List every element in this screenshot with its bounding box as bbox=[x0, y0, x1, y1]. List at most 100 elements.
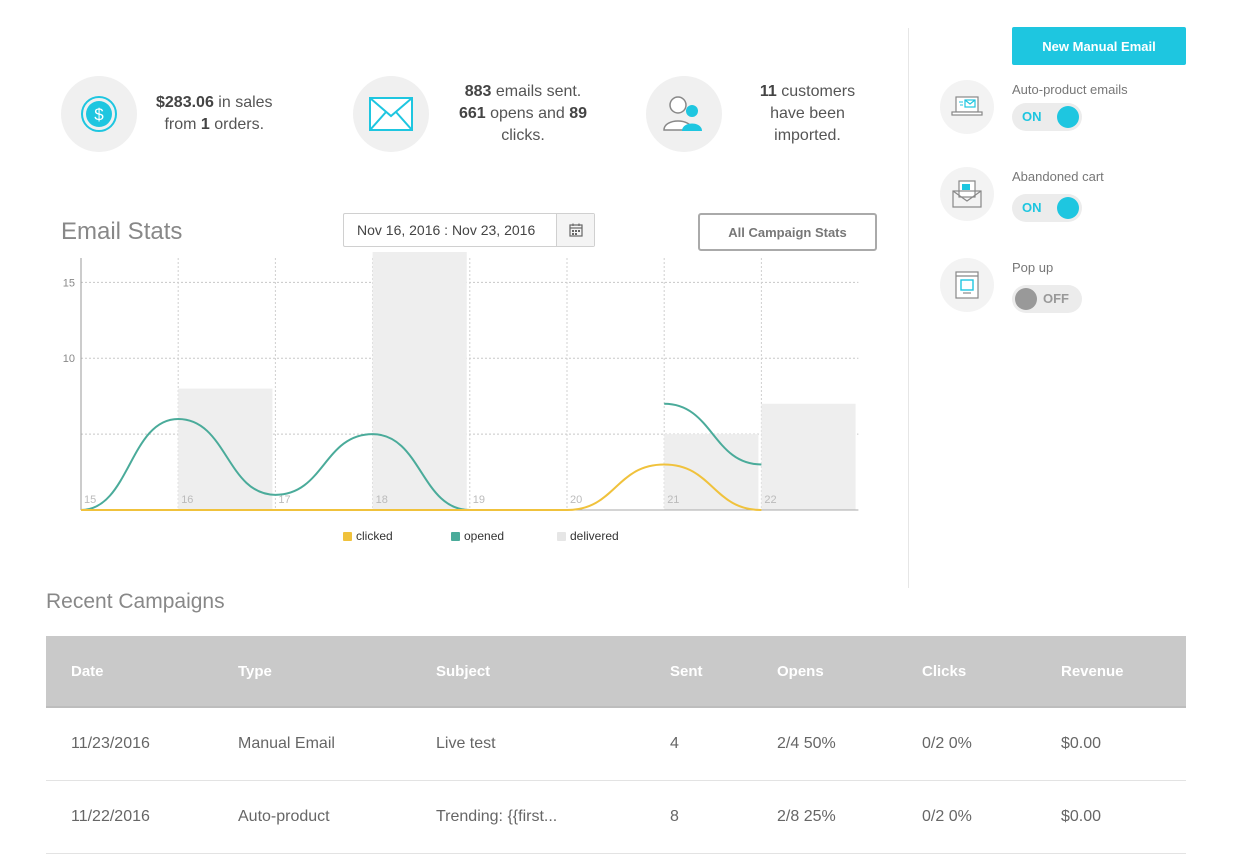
toggle-state: ON bbox=[1022, 109, 1042, 124]
sales-text: $283.06 in sales from 1 orders. bbox=[156, 92, 273, 136]
svg-text:$: $ bbox=[94, 105, 104, 124]
legend-clicked-swatch bbox=[343, 531, 352, 541]
dollar-icon-circle: $ bbox=[61, 76, 137, 152]
x-tick-label: 21 bbox=[667, 494, 679, 506]
clicks-count: 89 bbox=[569, 105, 588, 122]
toggle-knob bbox=[1057, 197, 1079, 219]
cell-revenue: $0.00 bbox=[1061, 735, 1102, 752]
cell-date: 11/23/2016 bbox=[71, 735, 150, 752]
emails-sent-label: emails sent. bbox=[491, 83, 582, 100]
x-tick-label: 19 bbox=[473, 494, 485, 506]
email-stats-chart: 10 15 15 16 17 18 19 20 21 22 bbox=[63, 252, 859, 512]
toggle-state: OFF bbox=[1043, 291, 1069, 306]
table-row[interactable]: 11/23/2016 Manual Email Live test 4 2/4 … bbox=[46, 708, 1186, 781]
cell-revenue: $0.00 bbox=[1061, 808, 1102, 825]
sales-label: in sales bbox=[213, 94, 273, 111]
cell-subject[interactable]: Live test bbox=[436, 735, 496, 752]
abandoned-cart-toggle[interactable]: ON bbox=[1012, 194, 1082, 222]
date-range-text[interactable]: Nov 16, 2016 : Nov 23, 2016 bbox=[357, 222, 536, 238]
clicks-label: clicks. bbox=[501, 127, 545, 144]
x-tick-label: 18 bbox=[376, 494, 388, 506]
table-row[interactable]: 11/22/2016 Auto-product Trending: {{firs… bbox=[46, 781, 1186, 854]
delivered-bar bbox=[664, 434, 759, 510]
recent-campaigns-title: Recent Campaigns bbox=[46, 590, 225, 613]
x-tick-label: 15 bbox=[84, 494, 96, 506]
column-header-date[interactable]: Date bbox=[71, 662, 104, 680]
column-header-clicks[interactable]: Clicks bbox=[922, 662, 967, 680]
cell-type: Manual Email bbox=[238, 735, 335, 752]
envelope-letter-icon bbox=[940, 167, 994, 221]
y-tick-label: 15 bbox=[63, 277, 75, 289]
automation-label: Pop up bbox=[1012, 260, 1054, 275]
popup-window-icon bbox=[940, 258, 994, 312]
orders-count: 1 bbox=[200, 116, 210, 133]
x-tick-label: 20 bbox=[570, 494, 582, 506]
laptop-email-icon bbox=[940, 80, 994, 134]
y-tick-label: 10 bbox=[63, 353, 75, 365]
toggle-knob bbox=[1057, 106, 1079, 128]
x-tick-label: 22 bbox=[764, 494, 776, 506]
auto-product-toggle[interactable]: ON bbox=[1012, 103, 1082, 131]
delivered-bar bbox=[372, 252, 467, 510]
pop-up-toggle[interactable]: OFF bbox=[1012, 285, 1082, 313]
toggle-knob bbox=[1015, 288, 1037, 310]
dollar-icon: $ bbox=[81, 96, 117, 132]
legend-delivered: delivered bbox=[557, 529, 619, 543]
customers-text: 11 customers have been imported. bbox=[735, 81, 880, 147]
legend-clicked: clicked bbox=[343, 529, 393, 543]
customers-count: 11 bbox=[759, 83, 777, 100]
cell-sent: 4 bbox=[670, 735, 679, 752]
cell-opens: 2/4 50% bbox=[777, 735, 836, 752]
x-tick-label: 17 bbox=[278, 494, 290, 506]
opens-count: 661 bbox=[458, 105, 486, 122]
automation-label: Auto-product emails bbox=[1012, 82, 1128, 97]
cell-type: Auto-product bbox=[238, 808, 330, 825]
emails-sent-count: 883 bbox=[464, 83, 492, 100]
customers-label-3: imported. bbox=[774, 127, 841, 144]
panel-divider bbox=[908, 28, 909, 588]
automation-label: Abandoned cart bbox=[1012, 169, 1104, 184]
customers-label-2: have been bbox=[770, 105, 845, 122]
delivered-bar bbox=[761, 403, 856, 510]
column-header-sent[interactable]: Sent bbox=[670, 662, 703, 680]
date-range-picker[interactable]: Nov 16, 2016 : Nov 23, 2016 bbox=[343, 213, 595, 247]
cell-clicks: 0/2 0% bbox=[922, 808, 972, 825]
sales-stat: $ $283.06 in sales from 1 orders. bbox=[61, 76, 273, 152]
cell-sent: 8 bbox=[670, 808, 679, 825]
toggle-state: ON bbox=[1022, 200, 1042, 215]
calendar-button[interactable] bbox=[556, 214, 594, 246]
customers-icon-circle bbox=[646, 76, 722, 152]
cell-opens: 2/8 25% bbox=[777, 808, 836, 825]
column-header-type[interactable]: Type bbox=[238, 662, 272, 680]
new-manual-email-button[interactable]: New Manual Email bbox=[1012, 27, 1186, 65]
orders-suffix: orders. bbox=[209, 116, 265, 133]
orders-prefix: from bbox=[164, 116, 201, 133]
column-header-subject[interactable]: Subject bbox=[436, 662, 491, 680]
legend-delivered-label: delivered bbox=[570, 529, 619, 543]
campaigns-table: Date Type Subject Sent Opens Clicks Reve… bbox=[46, 636, 1186, 854]
cell-clicks: 0/2 0% bbox=[922, 735, 972, 752]
legend-opened-swatch bbox=[451, 531, 460, 541]
sales-amount: $283.06 bbox=[156, 94, 214, 111]
clicked-line bbox=[80, 463, 762, 512]
cell-subject[interactable]: Trending: {{first... bbox=[436, 808, 558, 825]
emails-text: 883 emails sent. 661 opens and 89 clicks… bbox=[443, 81, 603, 147]
column-header-opens[interactable]: Opens bbox=[777, 662, 824, 680]
legend-clicked-label: clicked bbox=[356, 529, 393, 543]
envelope-icon bbox=[369, 97, 413, 131]
all-campaign-stats-button[interactable]: All Campaign Stats bbox=[698, 213, 877, 251]
customers-label: customers bbox=[776, 83, 856, 100]
opened-line bbox=[664, 402, 762, 466]
opened-line bbox=[80, 417, 470, 511]
customers-stat: 11 customers have been imported. bbox=[646, 76, 880, 152]
envelope-icon-circle bbox=[353, 76, 429, 152]
customers-icon bbox=[663, 96, 702, 131]
column-header-revenue[interactable]: Revenue bbox=[1061, 662, 1124, 680]
x-tick-label: 16 bbox=[181, 494, 193, 506]
calendar-icon bbox=[568, 223, 583, 237]
email-stats-title: Email Stats bbox=[61, 218, 183, 245]
emails-stat: 883 emails sent. 661 opens and 89 clicks… bbox=[353, 76, 603, 152]
legend-opened: opened bbox=[451, 529, 504, 543]
legend-delivered-swatch bbox=[557, 531, 566, 541]
opens-label: opens and bbox=[485, 105, 570, 122]
